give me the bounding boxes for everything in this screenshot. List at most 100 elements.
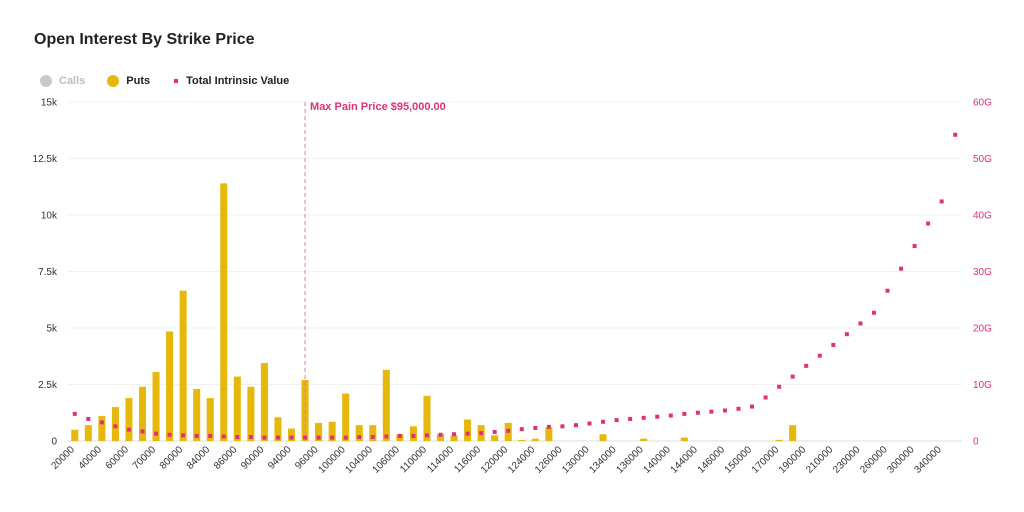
intrinsic-value-point (926, 221, 931, 226)
intrinsic-value-point (546, 424, 551, 429)
puts-bar (464, 419, 472, 441)
intrinsic-value-point (140, 429, 145, 434)
intrinsic-value-point (479, 431, 484, 436)
puts-bar (531, 438, 539, 441)
puts-bar (179, 290, 187, 441)
x-tick-label: 144000 (669, 444, 701, 476)
puts-bar (125, 398, 133, 441)
x-tick-label: 114000 (425, 444, 456, 475)
intrinsic-value-point (804, 363, 809, 368)
intrinsic-value-point (628, 416, 633, 421)
puts-bar (599, 434, 607, 441)
intrinsic-value-point (939, 199, 944, 204)
intrinsic-value-point (370, 435, 375, 440)
intrinsic-value-point (560, 424, 565, 429)
intrinsic-value-point (695, 410, 700, 415)
puts-bar (680, 437, 688, 441)
legend-label-tiv: Total Intrinsic Value (186, 75, 290, 87)
intrinsic-value-point (844, 332, 849, 337)
x-tick-label: 120000 (479, 444, 511, 476)
y-tick-label-left: 5k (46, 324, 58, 335)
intrinsic-value-point (533, 426, 538, 431)
x-tick-label: 106000 (371, 444, 403, 476)
intrinsic-value-point (72, 411, 77, 416)
x-tick-label: 140000 (642, 444, 674, 476)
puts-bar (355, 425, 363, 441)
intrinsic-value-point (506, 428, 511, 433)
puts-bar (315, 422, 323, 441)
max-pain-label: Max Pain Price $95,000.00 (310, 101, 446, 113)
intrinsic-value-point (221, 434, 226, 439)
x-tick-label: 260000 (858, 444, 890, 476)
x-tick-label: 230000 (831, 444, 863, 476)
puts-bar (369, 425, 377, 441)
y-tick-label-left: 12.5k (33, 154, 58, 165)
intrinsic-value-point (181, 433, 186, 438)
x-tick-label: 134000 (587, 444, 619, 476)
intrinsic-value-point (709, 409, 714, 414)
legend-label-calls: Calls (59, 75, 86, 87)
puts-bar (436, 434, 445, 441)
intrinsic-value-point (316, 435, 321, 440)
intrinsic-value-point (384, 434, 389, 439)
legend-item-tiv[interactable]: Total Intrinsic Value (172, 75, 289, 87)
puts-bar (518, 439, 526, 441)
intrinsic-value-point (86, 416, 91, 421)
x-tick-label: 190000 (777, 444, 809, 476)
intrinsic-value-point (397, 433, 402, 438)
intrinsic-value-point (303, 435, 308, 440)
intrinsic-value-point (668, 413, 673, 418)
legend: Calls Puts Total Intrinsic Value (40, 74, 311, 88)
x-tick-label: 150000 (723, 444, 755, 476)
y-tick-label-right: 50G (973, 154, 992, 165)
puts-bar (342, 393, 350, 441)
x-tick-label: 146000 (696, 444, 728, 476)
intrinsic-value-point (465, 431, 470, 436)
legend-item-calls[interactable]: Calls (40, 75, 85, 87)
x-tick-label: 86000 (212, 444, 240, 472)
puts-bar (84, 425, 92, 441)
intrinsic-value-point (154, 431, 159, 436)
intrinsic-value-point (682, 411, 687, 416)
intrinsic-value-point (289, 435, 294, 440)
x-tick-label: 40000 (77, 444, 105, 472)
intrinsic-value-point (871, 310, 876, 315)
intrinsic-value-point (777, 384, 782, 389)
intrinsic-value-point (641, 415, 646, 420)
intrinsic-value-point (113, 424, 118, 429)
y-tick-label-right: 20G (973, 324, 992, 335)
intrinsic-value-point (424, 433, 429, 438)
puts-bar (247, 386, 255, 441)
intrinsic-value-point (167, 432, 172, 437)
x-tick-label: 60000 (104, 444, 132, 472)
intrinsic-value-point (438, 432, 443, 437)
intrinsic-value-point (411, 433, 416, 438)
puts-bar (260, 363, 268, 441)
x-tick-label: 80000 (158, 444, 186, 472)
puts-bar (152, 372, 160, 441)
legend-label-puts: Puts (126, 75, 151, 87)
intrinsic-value-point (492, 429, 497, 434)
puts-bar (274, 417, 282, 441)
intrinsic-value-point (452, 432, 457, 437)
puts-bar (166, 331, 174, 441)
intrinsic-value-point (519, 427, 524, 432)
puts-bar (545, 427, 553, 441)
x-tick-label: 70000 (131, 444, 159, 472)
y-tick-label-left: 0 (51, 437, 57, 448)
puts-bar (206, 398, 214, 441)
x-tick-label: 126000 (533, 444, 565, 476)
y-tick-label-right: 60G (973, 98, 992, 109)
intrinsic-value-point (262, 435, 267, 440)
legend-item-puts[interactable]: Puts (107, 75, 150, 87)
intrinsic-value-point (99, 420, 104, 425)
intrinsic-value-point (953, 132, 958, 137)
x-tick-label: 20000 (49, 444, 77, 472)
intrinsic-value-point (330, 435, 335, 440)
x-tick-label: 90000 (239, 444, 267, 472)
puts-legend-dot-icon (107, 75, 120, 87)
intrinsic-value-point (790, 374, 795, 379)
intrinsic-value-point (763, 395, 768, 400)
puts-bar (193, 389, 201, 441)
